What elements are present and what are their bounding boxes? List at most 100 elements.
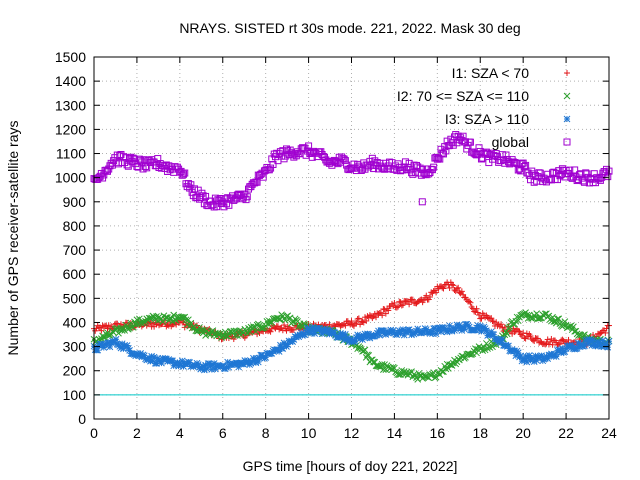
marker-stroke [208,201,216,209]
marker-stroke [513,313,521,321]
marker-stroke [552,353,560,360]
marker-stroke [381,361,388,368]
data-point [503,330,511,338]
marker-stroke [198,326,206,333]
marker-stroke [387,364,395,372]
data-point [127,153,135,161]
marker-stroke [124,162,132,170]
marker-stroke [191,324,198,332]
marker-stroke [162,161,170,169]
marker-stroke [480,343,488,351]
marker-stroke [464,350,472,358]
marker-stroke [438,368,446,376]
data-point [279,147,287,155]
marker-stroke [297,329,305,337]
data-point [160,162,168,170]
data-point [377,309,384,316]
marker-stroke [181,169,189,177]
marker-stroke [118,340,126,348]
marker-stroke [549,313,556,321]
data-point [284,147,292,155]
marker-stroke [568,341,576,349]
data-point [189,192,197,200]
data-point [425,296,432,303]
data-point [252,328,260,335]
marker-stroke [143,164,151,172]
marker-stroke [253,178,261,186]
series-3-points [90,320,613,374]
marker-stroke [127,319,135,327]
marker-stroke [124,344,132,352]
marker-stroke [506,323,514,331]
marker-stroke [560,321,567,329]
marker-stroke [137,156,145,164]
marker-stroke [178,171,186,179]
data-point [385,307,392,314]
data-point [211,194,219,202]
data-point [187,319,195,327]
data-point [281,322,288,329]
marker-stroke [265,317,273,325]
data-point [373,314,380,321]
data-point [438,368,446,376]
marker-stroke [342,331,349,338]
data-point [513,313,521,321]
data-point [478,315,485,322]
data-point [350,323,357,330]
data-point [348,318,355,325]
marker-stroke [267,164,275,172]
marker-stroke [361,346,369,354]
marker-stroke [481,325,489,332]
marker-stroke [252,328,260,335]
marker-stroke [145,156,153,164]
data-point [281,316,289,324]
data-point [455,284,462,291]
marker-stroke [321,325,328,333]
marker-stroke [465,323,473,331]
marker-stroke [579,343,587,350]
marker-stroke [145,314,153,322]
marker-stroke [123,342,131,349]
data-point [197,193,205,201]
data-point [471,345,479,352]
marker-stroke [291,150,299,158]
data-point [136,315,143,323]
marker-stroke [251,179,259,187]
data-points [90,131,613,383]
marker-stroke [215,330,223,338]
marker-stroke [281,316,289,324]
marker-stroke [150,353,158,361]
marker-stroke [523,311,531,319]
data-point [453,285,460,292]
data-point [202,192,210,200]
marker-stroke [346,335,354,343]
data-point [602,329,609,336]
marker-stroke [205,360,213,367]
marker-stroke [173,163,181,171]
marker-stroke [269,160,277,168]
data-point [178,171,186,179]
marker-stroke [178,314,186,321]
marker-stroke [373,362,381,370]
marker-stroke [554,315,561,323]
marker-stroke [378,360,386,368]
marker-stroke [236,327,244,334]
marker-stroke [604,343,612,351]
data-point [554,315,561,323]
marker-stroke [265,166,273,174]
marker-stroke [256,321,263,329]
data-point [121,159,129,167]
marker-stroke [189,192,197,200]
data-point [284,323,291,330]
marker-stroke [443,360,451,368]
marker-stroke [498,336,506,343]
data-point [527,332,534,339]
marker-stroke [483,340,490,347]
data-point [100,334,108,341]
data-point [290,326,297,333]
data-point [506,323,514,331]
data-point [248,180,256,188]
data-point [143,164,151,172]
data-point [173,163,181,171]
